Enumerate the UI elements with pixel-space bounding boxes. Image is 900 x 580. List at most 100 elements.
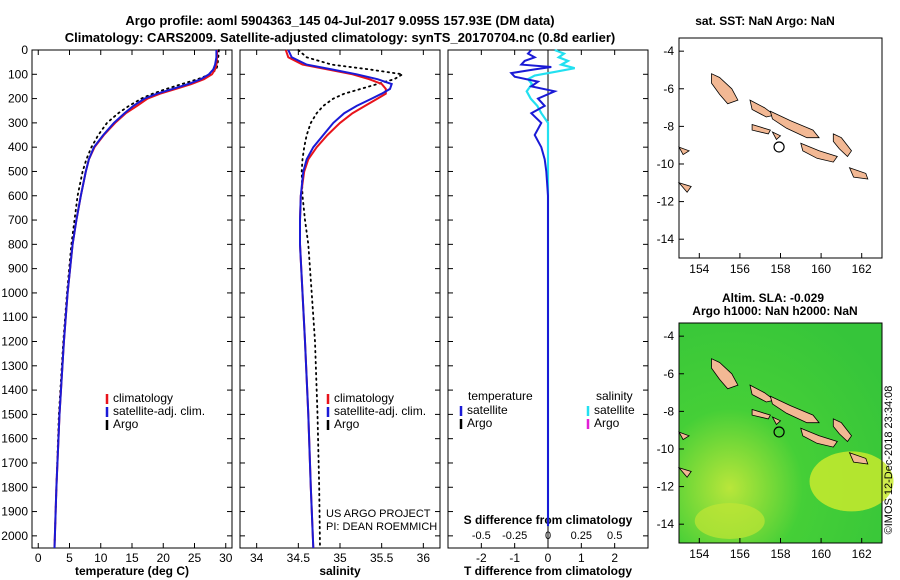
sst-map-panel: sat. SST: NaN Argo: NaN 154 156 158 160 162 -4… <box>657 14 883 276</box>
lat-tick-label: -10 <box>657 442 675 456</box>
island <box>678 146 690 156</box>
depth-tick-label: 900 <box>8 262 28 276</box>
argo-salinity-line <box>297 49 406 549</box>
island <box>832 418 852 443</box>
x-tick-label: 35.5 <box>370 551 394 565</box>
x-axis-label: T difference from climatology <box>464 564 632 578</box>
depth-tick-label: 1900 <box>1 505 28 519</box>
lon-tick-label: 154 <box>689 547 709 561</box>
x-tick-label: 25 <box>188 551 202 565</box>
s-tick-label: -0.5 <box>472 530 491 542</box>
island <box>800 427 838 448</box>
island <box>749 99 776 118</box>
legend-label: satellite-adj. clim. <box>113 404 205 418</box>
depth-tick-label: 700 <box>8 213 28 227</box>
island <box>771 131 782 141</box>
legend-label: climatology <box>113 391 173 405</box>
argo-location-marker <box>773 141 785 153</box>
depth-tick-label: 1100 <box>2 310 28 324</box>
lon-tick-label: 158 <box>770 262 790 276</box>
x-tick-label: 34.5 <box>287 551 311 565</box>
salinity-panel: 34 34.5 35 35.5 36 salinity climatologysatelli… <box>239 49 441 578</box>
x-tick-label: 20 <box>157 551 171 565</box>
island <box>769 110 820 139</box>
imos-credit: ©IMOS 12-Dec-2018 23:34:08 <box>883 386 895 535</box>
x-tick-label: 5 <box>66 551 73 565</box>
lat-tick-label: -14 <box>657 517 675 531</box>
depth-tick-label: 400 <box>8 140 28 154</box>
x-tick-label: -1 <box>509 551 520 565</box>
island <box>751 123 771 135</box>
sla-map-title-2: Argo h1000: NaN h2000: NaN <box>692 304 857 318</box>
depth-tick-label: 300 <box>8 116 28 130</box>
legend-label: Argo <box>334 417 360 431</box>
lon-tick-label: 158 <box>770 547 790 561</box>
island <box>769 395 820 424</box>
title-line-1: Argo profile: aoml 5904363_145 04-Jul-20… <box>125 13 554 28</box>
legend-label: Argo <box>113 417 139 431</box>
island <box>771 416 782 426</box>
temperature-satellite-diff-line <box>509 49 558 527</box>
x-tick-label: 2 <box>611 551 618 565</box>
depth-tick-label: 1800 <box>1 480 28 494</box>
depth-tick-label: 800 <box>8 237 28 251</box>
depth-tick-label: 600 <box>8 189 28 203</box>
x-tick-label: 1 <box>578 551 585 565</box>
salinity-satellite-diff-line <box>525 48 575 527</box>
island <box>711 358 739 390</box>
island <box>749 384 776 403</box>
lon-tick-label: 156 <box>730 547 750 561</box>
legend-sal-title: salinity <box>596 389 633 403</box>
depth-tick-label: 1600 <box>1 432 28 446</box>
depth-tick-label: 1000 <box>1 286 28 300</box>
sla-high-patch <box>694 503 765 539</box>
plot-frame <box>31 49 233 549</box>
legend-label: climatology <box>334 391 394 405</box>
island <box>800 142 838 163</box>
depth-tick-label: 1200 <box>1 335 28 349</box>
sst-map-title: sat. SST: NaN Argo: NaN <box>695 14 835 28</box>
island <box>711 73 739 105</box>
lat-tick-label: -14 <box>657 232 675 246</box>
legend-label: satellite <box>594 403 635 417</box>
sla-map-title-1: Altim. SLA: -0.029 <box>722 291 824 305</box>
depth-tick-label: 1400 <box>1 383 28 397</box>
lat-tick-label: -4 <box>663 329 674 343</box>
title-line-2: Climatology: CARS2009. Satellite-adjuste… <box>65 30 616 45</box>
x-tick-label: 36 <box>417 551 431 565</box>
x-tick-label: -2 <box>476 551 487 565</box>
temperature-panel: 0100200300400500600700800900100011001200… <box>1 43 232 578</box>
legend-label: satellite <box>467 403 508 417</box>
island <box>751 408 771 420</box>
x-tick-label: 35 <box>333 551 347 565</box>
x-tick-label: 34 <box>250 551 264 565</box>
lon-tick-label: 162 <box>852 262 872 276</box>
argo-temperature-line <box>53 49 220 549</box>
island <box>848 167 869 180</box>
satellite-salinity-line <box>287 49 393 549</box>
lat-tick-label: -10 <box>657 157 675 171</box>
x-tick-label: 0 <box>545 551 552 565</box>
project-annotation: US ARGO PROJECT <box>326 508 431 520</box>
pi-annotation: PI: DEAN ROEMMICH <box>326 521 437 533</box>
lon-tick-label: 154 <box>689 262 709 276</box>
lon-tick-label: 160 <box>811 547 831 561</box>
x-tick-label: 30 <box>219 551 233 565</box>
island <box>677 182 692 193</box>
depth-tick-label: 1300 <box>1 359 28 373</box>
plot-frame <box>239 49 441 549</box>
depth-tick-label: 500 <box>8 164 28 178</box>
lat-tick-label: -12 <box>657 195 675 209</box>
depth-tick-label: 1700 <box>1 456 28 470</box>
s-tick-label: 0.25 <box>571 530 592 542</box>
sst-field <box>679 38 882 258</box>
climatology-temperature-line <box>53 50 218 549</box>
depth-tick-label: 200 <box>8 92 28 106</box>
lat-tick-label: -6 <box>663 82 674 96</box>
depth-tick-label: 2000 <box>1 529 28 543</box>
legend-label: Argo <box>594 416 620 430</box>
difference-panel: -2 -1 0 1 2T difference from climatology -0.5… <box>447 48 649 578</box>
depth-tick-label: 1500 <box>1 407 28 421</box>
